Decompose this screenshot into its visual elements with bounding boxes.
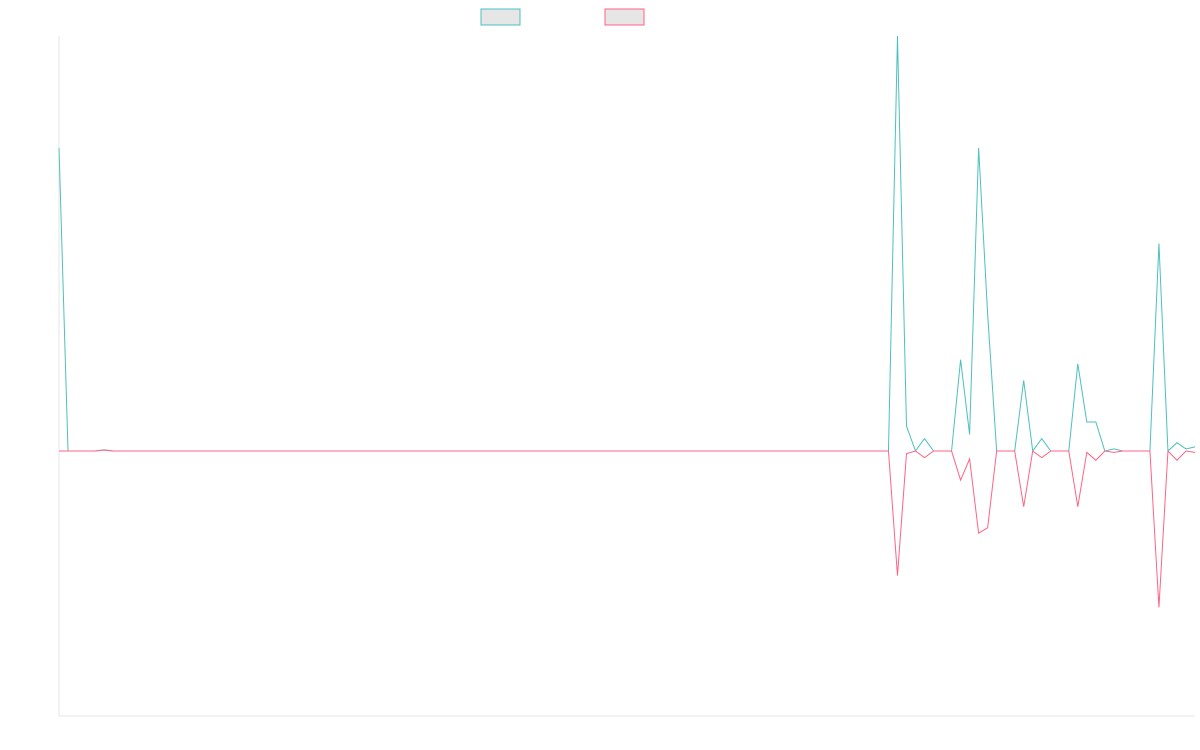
- series-line-2: [59, 449, 1196, 608]
- series-line-1: [58, 35, 1196, 453]
- series-lines: [58, 35, 1196, 608]
- legend[interactable]: [480, 8, 645, 26]
- legend-swatch-1[interactable]: [480, 8, 521, 26]
- legend-swatch-2[interactable]: [604, 8, 645, 26]
- axes: [58, 36, 1195, 717]
